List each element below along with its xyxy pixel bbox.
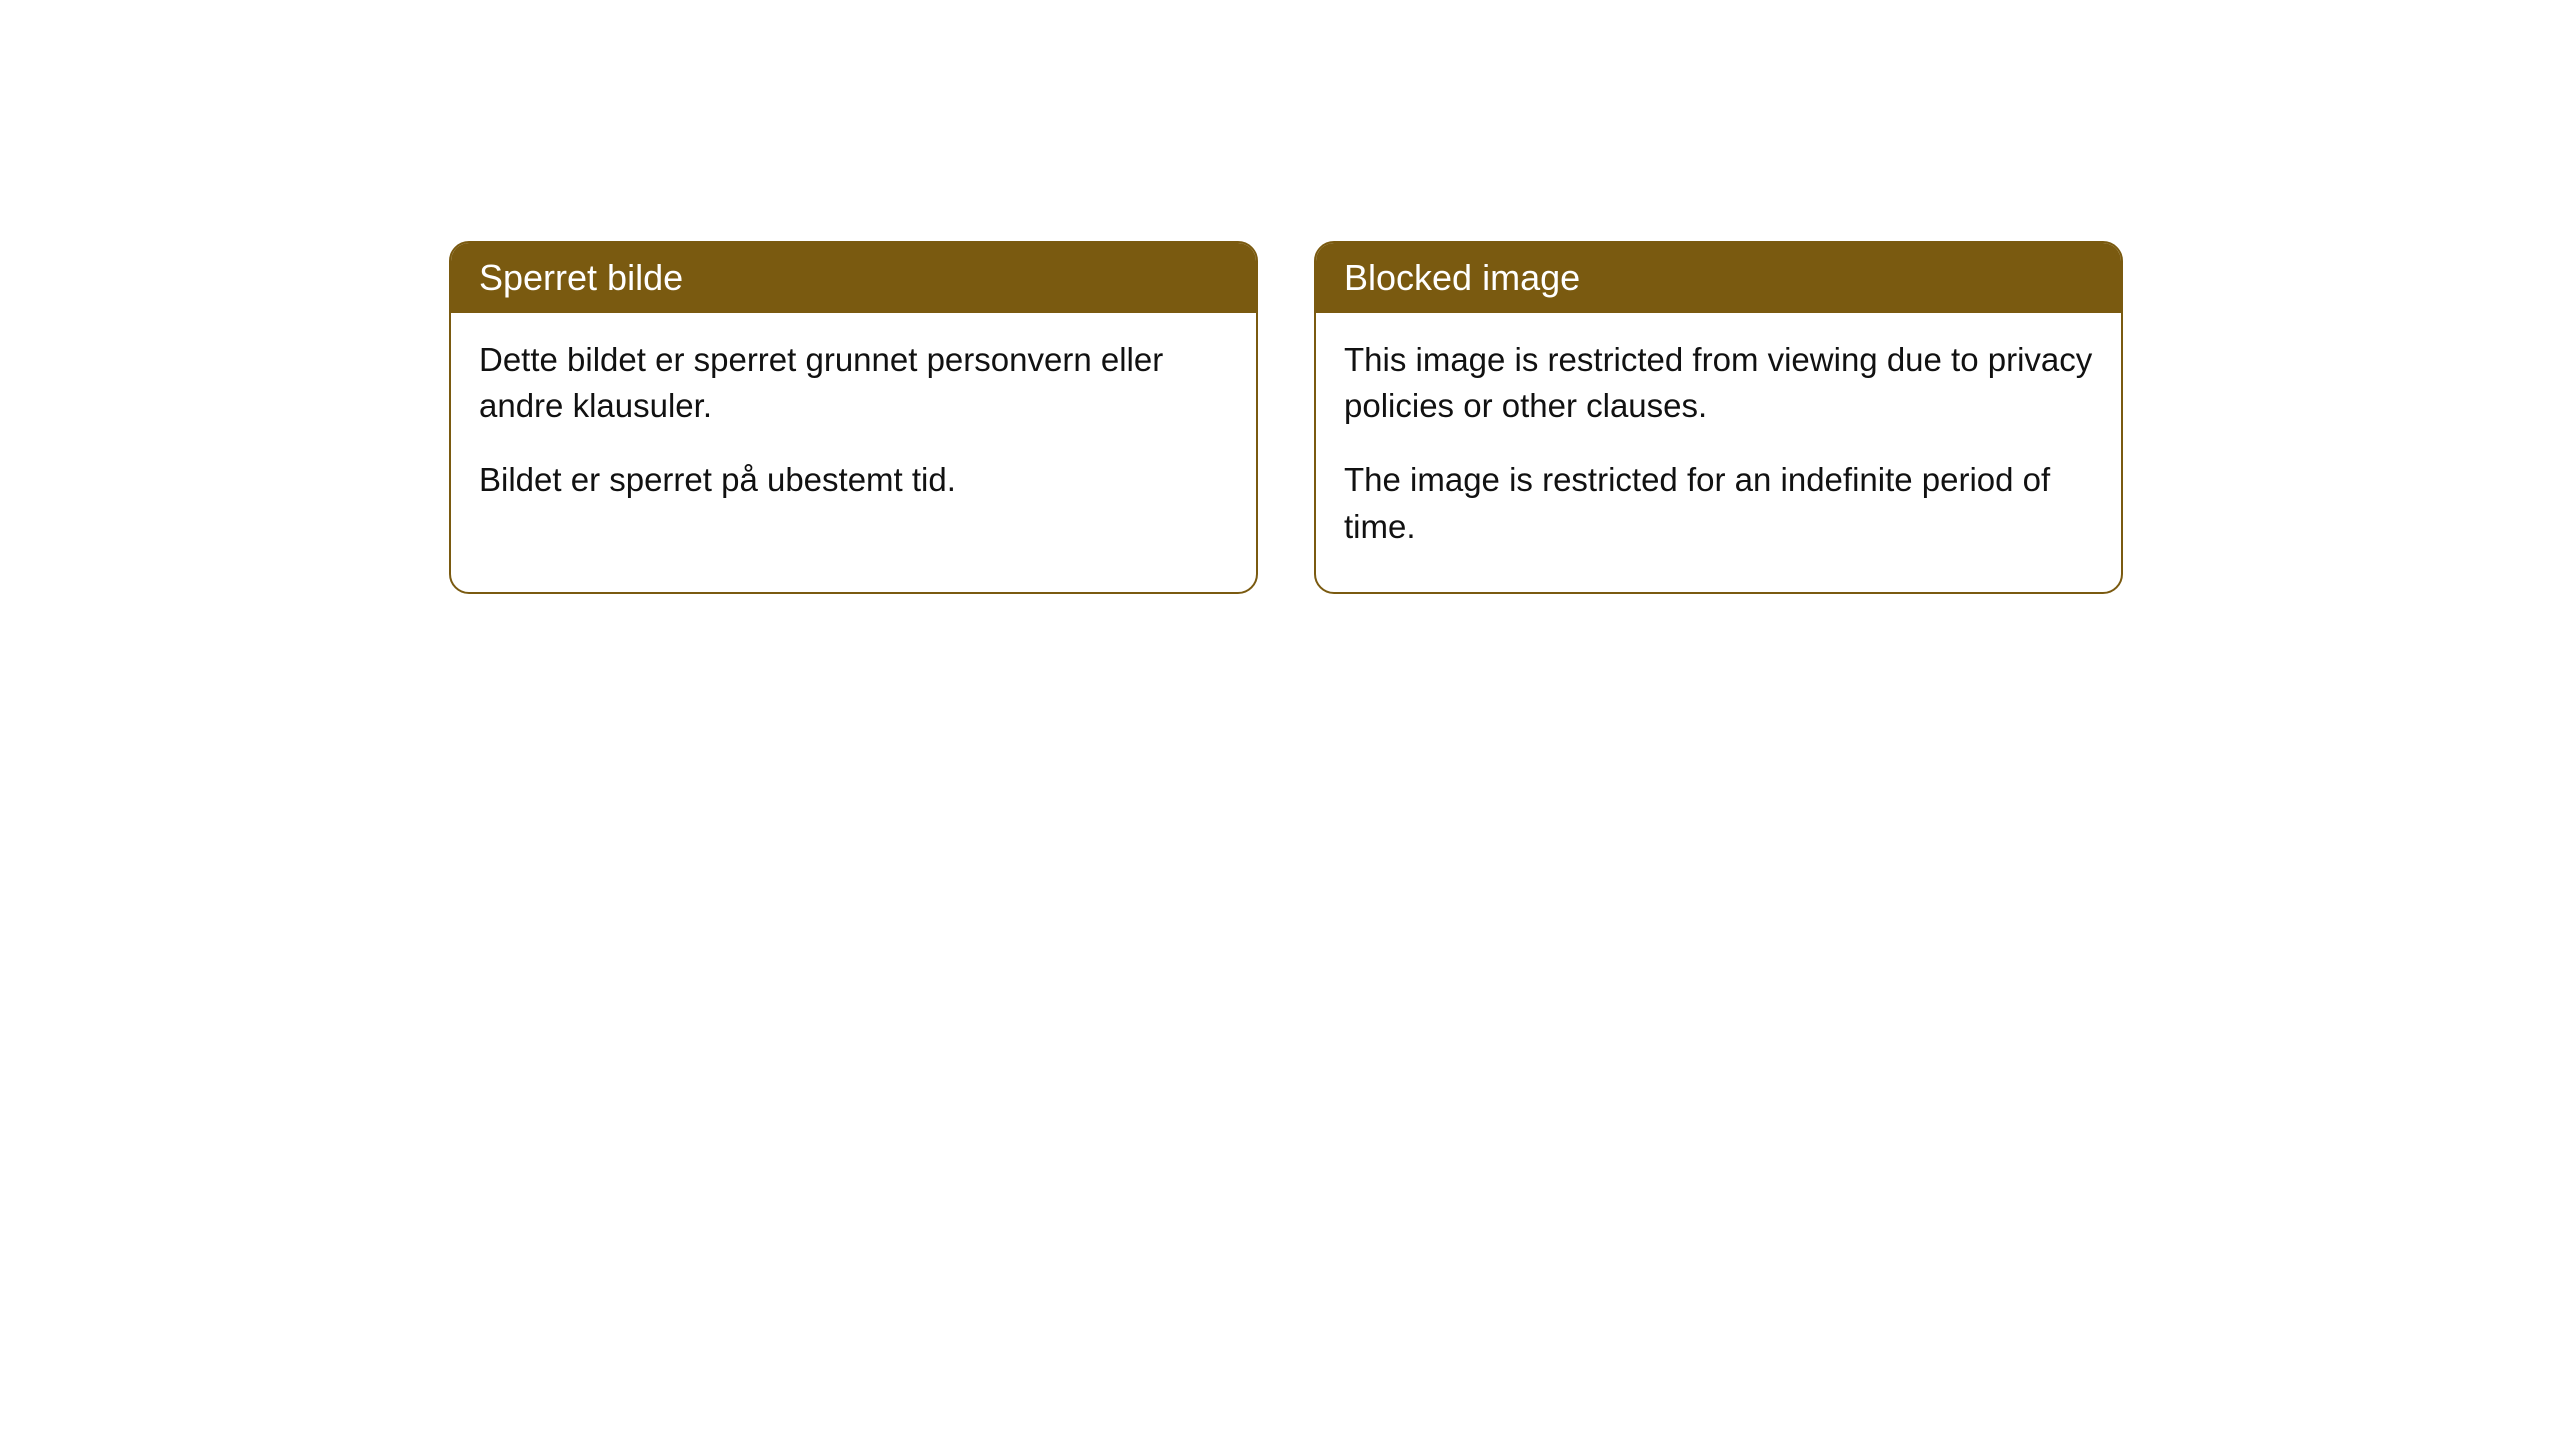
card-title-no: Sperret bilde (451, 243, 1256, 313)
card-body-en: This image is restricted from viewing du… (1316, 313, 2121, 592)
card-body-no: Dette bildet er sperret grunnet personve… (451, 313, 1256, 546)
card-text-en-1: This image is restricted from viewing du… (1344, 337, 2093, 429)
card-text-no-2: Bildet er sperret på ubestemt tid. (479, 457, 1228, 503)
blocked-image-card-en: Blocked image This image is restricted f… (1314, 241, 2123, 594)
notice-container: Sperret bilde Dette bildet er sperret gr… (0, 0, 2560, 594)
card-title-en: Blocked image (1316, 243, 2121, 313)
blocked-image-card-no: Sperret bilde Dette bildet er sperret gr… (449, 241, 1258, 594)
card-text-en-2: The image is restricted for an indefinit… (1344, 457, 2093, 549)
card-text-no-1: Dette bildet er sperret grunnet personve… (479, 337, 1228, 429)
